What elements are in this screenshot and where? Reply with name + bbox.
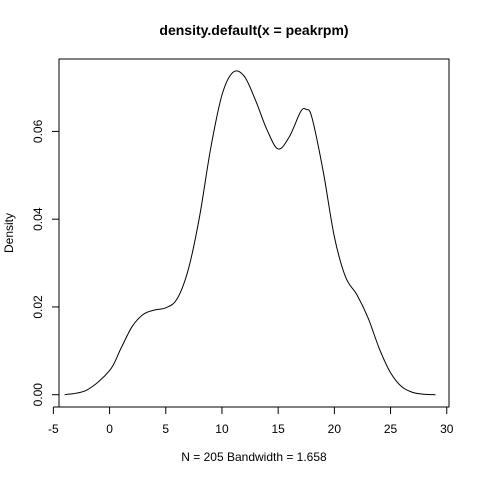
- x-tick-label: 15: [271, 422, 285, 436]
- density-curve: [64, 70, 436, 396]
- y-tick-label: 0.04: [31, 207, 45, 231]
- y-tick-label: 0.06: [31, 119, 45, 143]
- x-tick-label: 30: [440, 422, 454, 436]
- x-tick-label: 5: [162, 422, 169, 436]
- x-tick-label: 25: [384, 422, 398, 436]
- y-tick-label: 0.02: [31, 295, 45, 319]
- chart-title: density.default(x = peakrpm): [159, 22, 348, 38]
- x-axis: -5 0 5 10 15 20 25 30: [48, 406, 454, 436]
- x-tick-label: -5: [48, 422, 59, 436]
- x-tick-label: 10: [215, 422, 229, 436]
- x-axis-label: N = 205 Bandwidth = 1.658: [181, 450, 327, 464]
- x-tick-label: 20: [328, 422, 342, 436]
- x-tick-label: 0: [106, 422, 113, 436]
- y-axis: 0.00 0.02 0.04 0.06: [31, 119, 60, 407]
- y-tick-label: 0.00: [31, 383, 45, 407]
- y-axis-label: Density: [2, 213, 16, 253]
